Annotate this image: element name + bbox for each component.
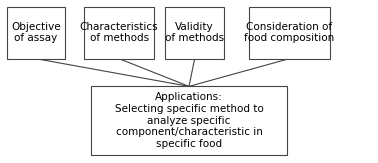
FancyBboxPatch shape [91,86,287,155]
FancyBboxPatch shape [84,7,154,59]
Text: Applications:
Selecting specific method to
analyze specific
component/characteri: Applications: Selecting specific method … [115,92,263,149]
Text: Consideration of
food composition: Consideration of food composition [244,22,334,43]
Text: Characteristics
of methods: Characteristics of methods [80,22,158,43]
FancyBboxPatch shape [249,7,330,59]
Text: Validity
of methods: Validity of methods [165,22,224,43]
FancyBboxPatch shape [6,7,65,59]
FancyBboxPatch shape [166,7,224,59]
Text: Objective
of assay: Objective of assay [11,22,61,43]
